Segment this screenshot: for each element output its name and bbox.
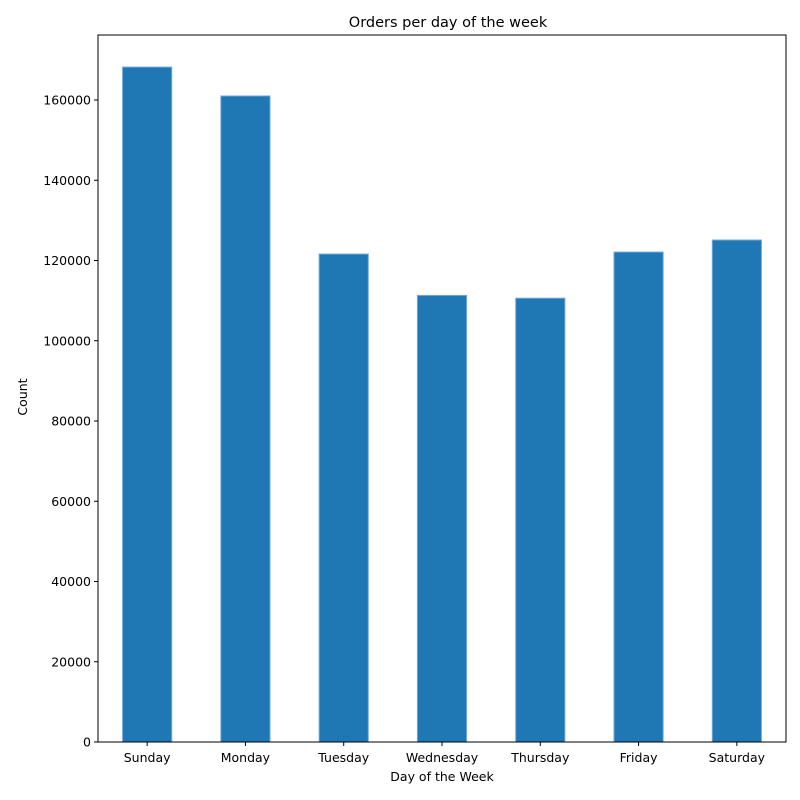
x-axis-ticks: Sunday Monday Tuesday Wednesday Thursday Frid…	[124, 742, 766, 765]
bar-friday	[613, 251, 664, 743]
y-tick-label: 20000	[51, 654, 91, 669]
bars-group	[122, 66, 762, 743]
plot-area-frame	[97, 34, 787, 743]
chart-title: Orders per day of the week	[349, 15, 548, 31]
y-tick-label: 40000	[51, 574, 91, 589]
bar-saturday	[711, 239, 762, 743]
x-tick-label: Sunday	[124, 750, 171, 765]
bar-thursday	[515, 297, 566, 743]
x-tick-label: Wednesday	[406, 750, 479, 765]
y-tick-label: 160000	[43, 93, 91, 108]
x-tick-label: Saturday	[709, 750, 766, 765]
y-tick-label: 80000	[51, 414, 91, 429]
x-tick-label: Tuesday	[317, 750, 369, 765]
y-axis-label: Count	[15, 378, 30, 415]
bar-sunday	[122, 66, 173, 743]
bar-monday	[220, 95, 271, 743]
bar-tuesday	[318, 253, 369, 743]
y-tick-label: 100000	[43, 333, 91, 348]
y-tick-label: 140000	[43, 173, 91, 188]
x-tick-label: Monday	[221, 750, 271, 765]
y-tick-label: 60000	[51, 494, 91, 509]
x-tick-label: Thursday	[510, 750, 570, 765]
x-axis-label: Day of the Week	[390, 769, 494, 784]
x-tick-label: Friday	[620, 750, 658, 765]
bar-wednesday	[416, 294, 468, 743]
y-tick-label: 0	[83, 735, 91, 750]
y-axis-ticks: 0 20000 40000 60000 80000 100000 120000 140000 1…	[43, 93, 98, 750]
y-tick-label: 120000	[43, 253, 91, 268]
